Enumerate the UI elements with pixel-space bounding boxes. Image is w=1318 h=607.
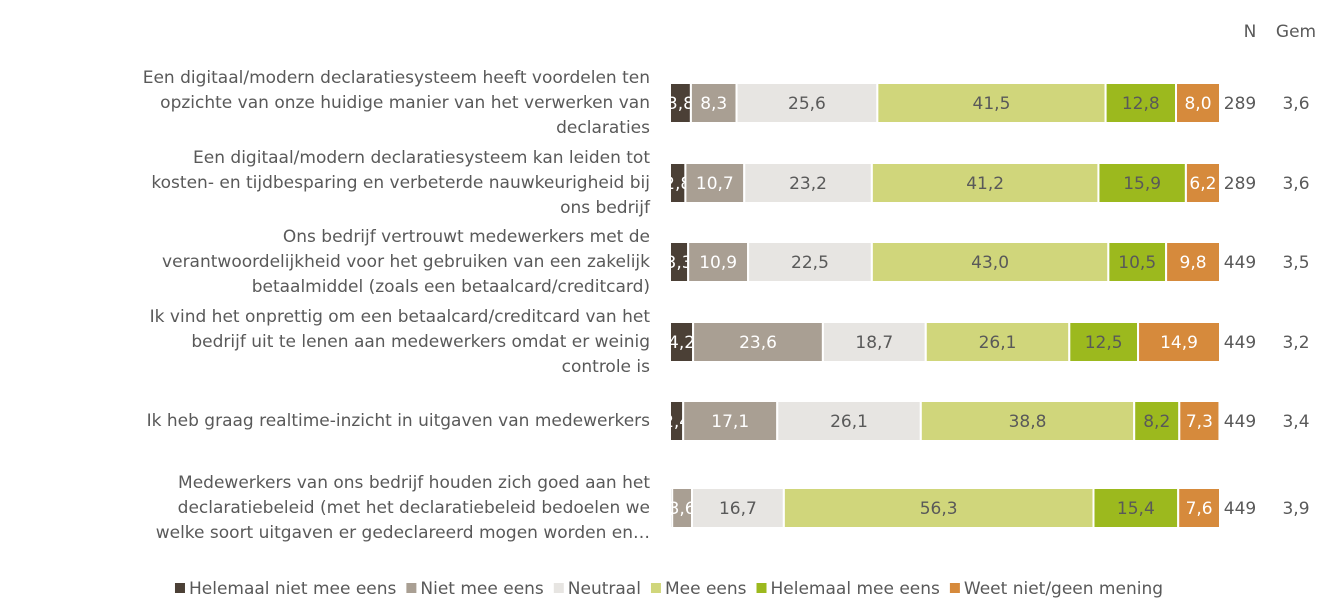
value-label: 18,7	[855, 333, 893, 353]
legend-label: Neutraal	[568, 579, 641, 599]
n-value: 449	[1224, 253, 1256, 273]
value-label: 7,3	[1186, 412, 1213, 432]
bar-segment	[743, 162, 873, 204]
value-label: 6,2	[1189, 174, 1216, 194]
bar-segment	[1165, 241, 1221, 283]
legend: Helemaal niet mee eens Niet mee eens Neutr…	[174, 579, 1163, 599]
value-label: 23,2	[789, 174, 827, 194]
bar-segment	[776, 400, 922, 442]
legend-label: Helemaal niet mee eens	[189, 579, 397, 599]
category-label: Ons bedrijf vertrouwt medewerkers met de…	[162, 226, 650, 297]
legend-swatch	[650, 583, 661, 593]
value-label: 23,6	[739, 333, 777, 353]
bar-segment	[1107, 241, 1168, 283]
legend-swatch	[949, 583, 960, 593]
value-label: 56,3	[920, 499, 958, 519]
value-label: 4,2	[668, 333, 695, 353]
value-label: 15,9	[1123, 174, 1161, 194]
bar-segment	[782, 487, 1095, 529]
category-label: Een digitaal/modern declaratiesysteem he…	[142, 67, 650, 138]
value-label: 3,8	[667, 94, 694, 114]
n-value: 449	[1224, 412, 1256, 432]
bar-segment	[1104, 82, 1177, 124]
category-label: Een digitaal/modern declaratiesysteem ka…	[151, 147, 650, 218]
gem-value: 3,9	[1282, 499, 1309, 519]
value-label: 10,9	[699, 253, 737, 273]
value-label: 12,5	[1085, 333, 1123, 353]
value-label: 38,8	[1009, 412, 1047, 432]
value-label: 15,4	[1117, 499, 1155, 519]
value-label: 8,3	[700, 94, 727, 114]
legend-label: Niet mee eens	[420, 579, 544, 599]
bar-segment	[1177, 487, 1221, 529]
value-label: 7,6	[1186, 499, 1213, 519]
value-label: 26,1	[830, 412, 868, 432]
value-label: 41,2	[966, 174, 1004, 194]
gem-value: 3,2	[1282, 333, 1309, 353]
bar-segment	[682, 400, 779, 442]
value-label: 10,5	[1118, 253, 1156, 273]
bar-segment	[1137, 321, 1222, 363]
gem-value: 3,6	[1282, 174, 1309, 194]
bar-segment	[876, 82, 1107, 124]
bar-segment	[1175, 82, 1221, 124]
legend-label: Helemaal mee eens	[771, 579, 941, 599]
value-label: 9,8	[1180, 253, 1207, 273]
value-label: 12,8	[1122, 94, 1160, 114]
n-value: 449	[1224, 499, 1256, 519]
legend-label: Mee eens	[665, 579, 747, 599]
n-value: 289	[1224, 94, 1256, 114]
gem-value: 3,5	[1282, 253, 1309, 273]
legend-swatch	[553, 583, 564, 593]
legend-swatch	[174, 583, 185, 593]
value-label: 3,6	[669, 499, 696, 519]
value-label: 10,7	[696, 174, 734, 194]
legend-swatch	[406, 583, 417, 593]
bar-segment	[1097, 162, 1187, 204]
legend-swatch	[756, 583, 767, 593]
n-value: 289	[1224, 174, 1256, 194]
bar-segment	[1184, 162, 1222, 204]
value-label: 8,0	[1184, 94, 1211, 114]
value-label: 17,1	[711, 412, 749, 432]
value-label: 41,5	[973, 94, 1011, 114]
bar-segment	[1178, 400, 1221, 442]
value-label: 43,0	[971, 253, 1009, 273]
value-label: 25,6	[788, 94, 826, 114]
legend-label: Weet niet/geen mening	[964, 579, 1163, 599]
bar-segment	[870, 241, 1110, 283]
n-value: 449	[1224, 333, 1256, 353]
value-label: 16,7	[719, 499, 757, 519]
value-label: 8,2	[1143, 412, 1170, 432]
gem-header: Gem	[1276, 22, 1316, 42]
bar-segment	[1133, 400, 1181, 442]
value-label: 26,1	[979, 333, 1017, 353]
category-label: Medewerkers van ons bedrijf houden zich …	[155, 472, 650, 543]
value-label: 22,5	[791, 253, 829, 273]
value-label: 14,9	[1160, 333, 1198, 353]
bar-segment	[870, 162, 1100, 204]
n-header: N	[1244, 22, 1257, 42]
category-label: Ik heb graag realtime-inzicht in uitgave…	[146, 410, 650, 431]
bar-segment	[692, 321, 824, 363]
gem-value: 3,4	[1282, 412, 1309, 432]
category-label: Ik vind het onprettig om een betaalcard/…	[149, 306, 650, 377]
gem-value: 3,6	[1282, 94, 1309, 114]
bar-segment	[689, 82, 738, 124]
value-label: 3,3	[666, 253, 693, 273]
